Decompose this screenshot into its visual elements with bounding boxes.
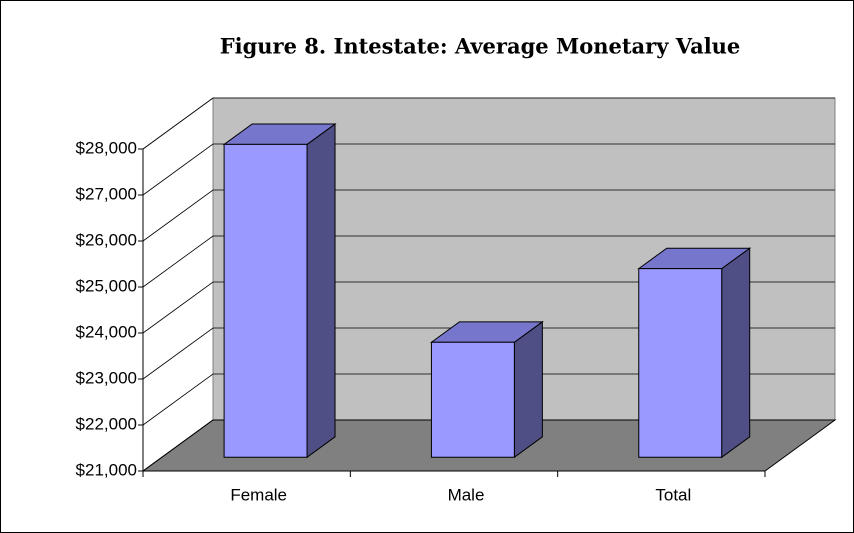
y-tick-label: $27,000 [76, 184, 137, 203]
side-wall [142, 97, 214, 472]
y-tick-label: $28,000 [76, 138, 137, 157]
grid-line [142, 327, 835, 380]
grid-line [142, 143, 835, 196]
bar [223, 143, 308, 458]
y-tick-label: $24,000 [76, 322, 137, 341]
x-tick-label: Female [230, 485, 287, 504]
y-tick-label: $26,000 [76, 230, 137, 249]
bar-side [306, 123, 336, 459]
y-tick-label: $25,000 [76, 276, 137, 295]
y-tick-label: $22,000 [76, 414, 137, 433]
x-tick-label: Total [655, 485, 691, 504]
grid-line [142, 281, 835, 334]
chart-title: Figure 8. Intestate: Average Monetary Va… [220, 34, 741, 59]
grid-line [142, 189, 835, 242]
y-tick-label: $23,000 [76, 368, 137, 387]
x-tick-label: Male [448, 485, 485, 504]
grid-line [142, 97, 835, 150]
bar-side [513, 320, 543, 459]
grid-line [142, 235, 835, 288]
bar-side [721, 247, 751, 459]
bar [430, 341, 515, 458]
y-tick-label: $21,000 [76, 460, 137, 479]
grid-line [142, 373, 835, 426]
bar [638, 268, 723, 458]
grid-line [142, 419, 835, 472]
